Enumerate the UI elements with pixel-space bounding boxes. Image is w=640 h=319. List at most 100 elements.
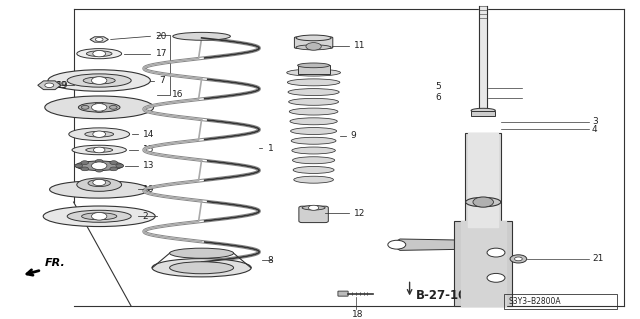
Polygon shape — [390, 239, 454, 250]
Ellipse shape — [86, 148, 113, 152]
Ellipse shape — [296, 35, 332, 41]
Ellipse shape — [466, 197, 501, 207]
Circle shape — [93, 179, 106, 186]
Circle shape — [75, 164, 83, 168]
Ellipse shape — [48, 70, 150, 91]
Text: 2: 2 — [143, 212, 148, 221]
Circle shape — [81, 106, 89, 109]
Ellipse shape — [294, 176, 333, 183]
Ellipse shape — [77, 178, 122, 191]
Circle shape — [95, 168, 103, 172]
Ellipse shape — [45, 96, 154, 119]
Circle shape — [93, 147, 105, 153]
Ellipse shape — [173, 32, 230, 40]
Text: 5: 5 — [435, 82, 441, 91]
Circle shape — [92, 162, 107, 169]
Text: 3: 3 — [592, 117, 598, 126]
Ellipse shape — [43, 206, 155, 226]
Ellipse shape — [292, 157, 335, 164]
Ellipse shape — [83, 77, 115, 84]
Text: 9: 9 — [351, 131, 356, 140]
Text: S3Y3–B2800A: S3Y3–B2800A — [509, 297, 561, 306]
Ellipse shape — [85, 131, 114, 137]
Ellipse shape — [69, 128, 129, 140]
Text: 15: 15 — [143, 145, 154, 154]
Ellipse shape — [288, 89, 339, 96]
Circle shape — [81, 161, 88, 165]
Ellipse shape — [86, 51, 112, 56]
Text: FR.: FR. — [45, 258, 65, 268]
Ellipse shape — [291, 137, 336, 144]
Circle shape — [92, 104, 107, 111]
Text: 16: 16 — [172, 90, 183, 99]
Circle shape — [95, 102, 103, 106]
Text: 20: 20 — [156, 32, 167, 41]
Ellipse shape — [287, 79, 340, 86]
Ellipse shape — [302, 205, 325, 210]
Circle shape — [487, 273, 505, 282]
Circle shape — [308, 205, 319, 210]
Text: 17: 17 — [156, 49, 167, 58]
Ellipse shape — [289, 108, 338, 115]
Ellipse shape — [291, 128, 337, 135]
Ellipse shape — [77, 48, 122, 59]
Ellipse shape — [79, 103, 120, 112]
Circle shape — [110, 167, 118, 171]
Circle shape — [93, 131, 106, 137]
Circle shape — [388, 240, 406, 249]
Circle shape — [473, 197, 493, 207]
Ellipse shape — [290, 118, 337, 125]
Ellipse shape — [293, 167, 334, 174]
Ellipse shape — [170, 262, 234, 274]
Text: 8: 8 — [268, 256, 273, 265]
Text: 14: 14 — [143, 130, 154, 139]
Text: B-27-10: B-27-10 — [416, 289, 467, 302]
Circle shape — [81, 167, 88, 171]
Circle shape — [92, 77, 107, 84]
Text: 12: 12 — [354, 209, 365, 218]
FancyBboxPatch shape — [299, 206, 328, 223]
Text: 7: 7 — [159, 76, 164, 85]
Ellipse shape — [296, 45, 332, 50]
Circle shape — [306, 43, 321, 50]
Ellipse shape — [67, 210, 131, 222]
Circle shape — [515, 257, 522, 261]
Ellipse shape — [289, 98, 339, 105]
FancyBboxPatch shape — [454, 221, 512, 306]
Polygon shape — [90, 37, 108, 42]
Ellipse shape — [72, 145, 127, 155]
FancyBboxPatch shape — [294, 37, 333, 48]
Ellipse shape — [471, 108, 495, 113]
Ellipse shape — [152, 259, 252, 277]
Text: 13: 13 — [143, 161, 154, 170]
Text: 21: 21 — [592, 254, 604, 263]
Text: 6: 6 — [435, 93, 441, 102]
Text: 1: 1 — [268, 144, 273, 153]
Circle shape — [510, 255, 527, 263]
Circle shape — [95, 160, 103, 163]
FancyBboxPatch shape — [471, 110, 495, 116]
Circle shape — [95, 38, 103, 41]
Text: 4: 4 — [592, 125, 598, 134]
Text: 18: 18 — [352, 310, 364, 319]
Polygon shape — [38, 81, 61, 90]
Text: 19: 19 — [57, 81, 68, 90]
Circle shape — [110, 161, 118, 165]
Circle shape — [45, 83, 54, 87]
Ellipse shape — [88, 180, 111, 187]
Ellipse shape — [67, 74, 131, 87]
Text: 11: 11 — [354, 41, 365, 50]
FancyBboxPatch shape — [298, 65, 330, 74]
Text: 19: 19 — [56, 81, 68, 90]
FancyBboxPatch shape — [338, 291, 348, 296]
Ellipse shape — [287, 69, 340, 76]
Ellipse shape — [298, 63, 330, 68]
Circle shape — [487, 248, 505, 257]
Ellipse shape — [50, 181, 149, 198]
Text: 10: 10 — [143, 185, 154, 194]
FancyBboxPatch shape — [465, 133, 501, 227]
Circle shape — [92, 212, 107, 220]
Ellipse shape — [170, 248, 234, 258]
Circle shape — [116, 164, 124, 168]
Ellipse shape — [76, 161, 123, 170]
